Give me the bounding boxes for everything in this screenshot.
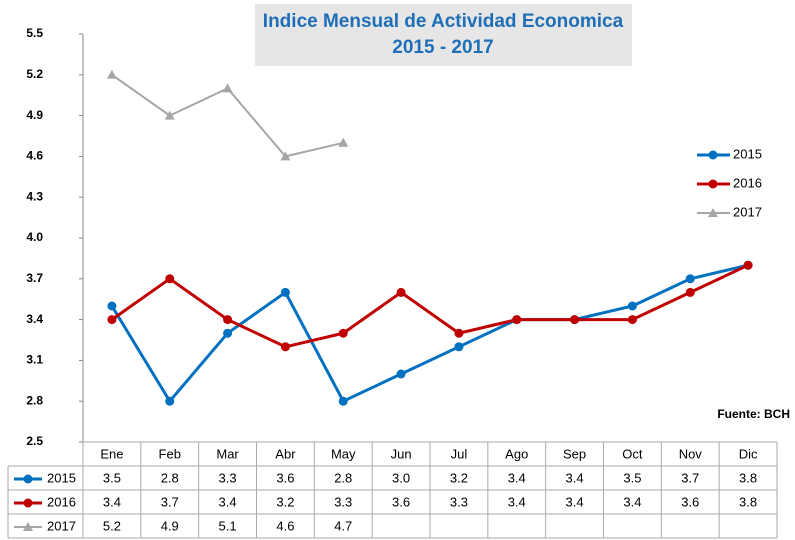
y-tick-label: 2.5 [26,434,43,448]
y-tick-label: 5.5 [26,26,43,40]
marker [165,274,175,284]
marker [338,396,348,406]
table-value: 3.4 [566,494,584,509]
marker [107,315,117,325]
table-value: 3.5 [623,470,641,485]
x-tick-label: Nov [679,446,703,461]
table-value: 3.7 [161,494,179,509]
y-tick-label: 4.6 [26,149,43,163]
table-series-name: 2017 [47,518,76,533]
marker [454,328,464,338]
marker [512,315,522,325]
title-box [255,4,632,66]
x-tick-label: Sep [563,446,586,461]
marker [627,301,637,311]
y-tick-label: 4.0 [26,230,43,244]
table-value: 3.4 [508,494,526,509]
x-tick-label: Feb [159,446,181,461]
legend-marker [708,179,718,189]
table-value: 3.7 [681,470,699,485]
table-value: 3.8 [739,470,757,485]
marker [106,69,117,79]
legend-key-marker [23,498,33,508]
table-value: 5.1 [219,518,237,533]
table-value: 3.0 [392,470,410,485]
table-value: 5.2 [103,518,121,533]
marker [280,151,291,161]
marker [164,110,175,120]
table-value: 3.4 [219,494,237,509]
table-value: 3.3 [450,494,468,509]
table-value: 2.8 [161,470,179,485]
marker [107,301,117,311]
marker [222,83,233,93]
marker [280,342,290,352]
marker [570,315,580,325]
marker [685,274,695,284]
marker [396,287,406,297]
marker [223,315,233,325]
marker [280,287,290,297]
legend-marker [708,150,718,160]
legend-label: 2016 [733,175,762,190]
x-tick-label: May [331,446,356,461]
marker [685,287,695,297]
table-value: 3.8 [739,494,757,509]
y-tick-label: 3.1 [26,353,43,367]
table-value: 3.4 [566,470,584,485]
y-tick-label: 3.4 [26,312,43,326]
table-value: 4.7 [334,518,352,533]
marker [627,315,637,325]
series-line [110,263,749,404]
table-value: 4.9 [161,518,179,533]
y-tick-label: 3.7 [26,271,43,285]
table-value: 3.3 [334,494,352,509]
x-tick-label: Oct [622,446,643,461]
table-value: 3.2 [450,470,468,485]
table-value: 3.4 [623,494,641,509]
table-value: 3.5 [103,470,121,485]
table-value: 3.6 [681,494,699,509]
x-tick-label: Jul [451,446,468,461]
legend-key-marker [23,474,33,484]
table-value: 4.6 [276,518,294,533]
legend-label: 2017 [733,204,762,219]
table-series-name: 2016 [47,494,76,509]
legend-key-marker [23,522,33,531]
y-tick-label: 2.8 [26,393,43,407]
legend-marker [708,208,718,217]
table-value: 3.4 [508,470,526,485]
marker [396,369,406,379]
x-tick-label: Mar [216,446,239,461]
x-tick-label: Jun [391,446,412,461]
marker [338,137,349,147]
table-value: 2.8 [334,470,352,485]
chart-subtitle: 2015 - 2017 [392,37,493,58]
table-value: 3.4 [103,494,121,509]
table-value: 3.2 [276,494,294,509]
y-tick-label: 5.2 [26,67,43,81]
table-value: 3.6 [276,470,294,485]
x-tick-label: Ene [100,446,123,461]
table-value: 3.6 [392,494,410,509]
x-tick-label: Abr [275,446,296,461]
table-series-name: 2015 [47,470,76,485]
marker [454,342,464,352]
y-tick-label: 4.9 [26,108,43,122]
series-line [111,263,749,349]
legend-label: 2015 [733,146,762,161]
chart-title: Indice Mensual de Actividad Economica [263,11,624,32]
x-tick-label: Ago [505,446,528,461]
source-note: Fuente: BCH [717,407,790,421]
marker [223,328,233,338]
marker [743,260,753,270]
x-tick-label: Dic [739,446,758,461]
marker [165,396,175,406]
table-value: 3.3 [219,470,237,485]
marker [338,328,348,338]
y-tick-label: 4.3 [26,189,43,203]
